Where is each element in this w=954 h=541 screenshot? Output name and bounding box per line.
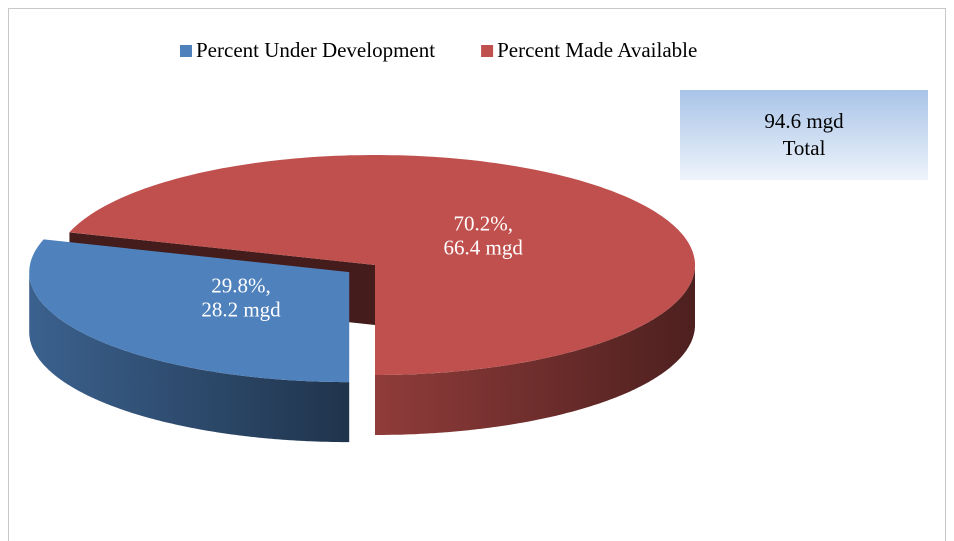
- slice: [29, 239, 350, 383]
- slice: [69, 155, 695, 375]
- annotation-box: [680, 90, 928, 180]
- data-label: 70.2%,: [453, 211, 513, 235]
- annotation-line: Total: [783, 136, 826, 160]
- data-label: 28.2 mgd: [201, 297, 281, 321]
- data-label: 29.8%,: [211, 273, 271, 297]
- slice-side: [29, 272, 350, 443]
- legend-label: Percent Under Development: [196, 38, 435, 62]
- legend-swatch: [481, 45, 494, 57]
- legend-label: Percent Made Available: [497, 38, 697, 62]
- annotation-line: 94.6 mgd: [764, 109, 844, 133]
- legend-swatch: [180, 45, 192, 57]
- data-label: 66.4 mgd: [444, 235, 524, 259]
- slice-side: [375, 265, 695, 435]
